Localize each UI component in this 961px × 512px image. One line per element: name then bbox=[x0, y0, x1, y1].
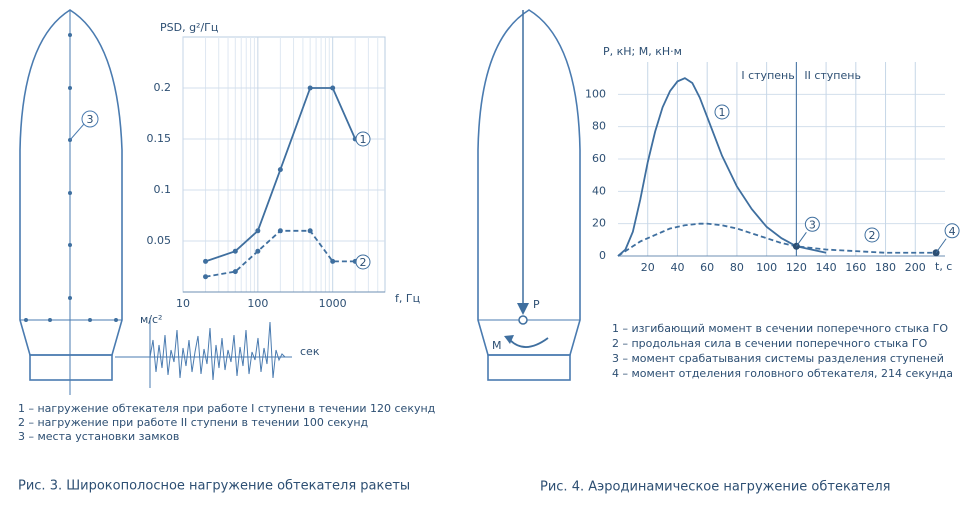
y-tick-label: 80 bbox=[592, 120, 606, 133]
signal-y-label: м/с² bbox=[140, 313, 162, 326]
point bbox=[232, 248, 238, 254]
legend-item: 4 – момент отделения головного обтекател… bbox=[612, 367, 953, 380]
series-label: 2 bbox=[869, 229, 876, 242]
y-tick-label: 60 bbox=[592, 152, 606, 165]
y-axis-label: PSD, g²/Гц bbox=[160, 21, 218, 34]
x-axis-label: f, Гц bbox=[395, 292, 420, 305]
x-tick-label: 200 bbox=[905, 261, 926, 274]
event-ring bbox=[944, 223, 960, 239]
x-tick-label: 100 bbox=[247, 297, 268, 310]
x-tick-label: 10 bbox=[176, 297, 190, 310]
moment-label: M bbox=[492, 339, 502, 352]
x-tick-label: 140 bbox=[816, 261, 837, 274]
legend-item: 3 – момент срабатывания системы разделен… bbox=[612, 352, 944, 365]
point bbox=[277, 167, 283, 173]
series-label-ring bbox=[355, 254, 371, 270]
y-tick-label: 40 bbox=[592, 184, 606, 197]
fairing-left: 3 bbox=[19, 9, 123, 395]
plot-frame bbox=[182, 36, 386, 293]
event-label: 4 bbox=[949, 225, 956, 238]
legend-item: 1 – нагружение обтекателя при работе I с… bbox=[18, 402, 436, 415]
y-tick-label: 0.05 bbox=[147, 234, 172, 247]
series-label-ring bbox=[714, 104, 730, 120]
point bbox=[307, 85, 313, 91]
legend-item: 3 – места установки замков bbox=[18, 430, 179, 443]
series-label: 1 bbox=[360, 133, 367, 146]
x-tick-label: 80 bbox=[730, 261, 744, 274]
x-tick-label: 1000 bbox=[319, 297, 347, 310]
x-tick-label: 160 bbox=[845, 261, 866, 274]
lock-label: 3 bbox=[87, 113, 94, 126]
y-tick-label: 20 bbox=[592, 217, 606, 230]
point bbox=[203, 274, 209, 280]
series-line bbox=[617, 222, 937, 257]
signal-x-label: сек bbox=[300, 345, 320, 358]
event-ring bbox=[804, 216, 820, 232]
point bbox=[255, 248, 261, 254]
stage-label: II ступень bbox=[804, 69, 861, 82]
legend-item: 2 – продольная сила в сечении поперечног… bbox=[612, 337, 928, 350]
y-axis-label: P, кН; M, кН·м bbox=[603, 45, 682, 58]
y-tick-label: 0.1 bbox=[154, 183, 172, 196]
x-tick-label: 100 bbox=[756, 261, 777, 274]
event-label: 3 bbox=[809, 218, 816, 231]
series-label: 2 bbox=[360, 256, 367, 269]
series-label-ring bbox=[864, 227, 880, 243]
caption: Рис. 4. Аэродинамическое нагружение обте… bbox=[540, 480, 890, 495]
point bbox=[330, 258, 336, 264]
series-label: 1 bbox=[719, 106, 726, 119]
y-tick-label: 0.2 bbox=[154, 81, 172, 94]
legend-item: 2 – нагружение при работе II ступени в т… bbox=[18, 416, 369, 429]
fairing-right: P M bbox=[477, 9, 581, 381]
point bbox=[307, 228, 313, 234]
series-line bbox=[617, 77, 827, 257]
force-label: P bbox=[533, 298, 540, 311]
x-tick-label: 60 bbox=[700, 261, 714, 274]
x-tick-label: 40 bbox=[670, 261, 684, 274]
x-axis-label: t, с bbox=[935, 260, 952, 273]
caption: Рис. 3. Широкополосное нагружение обтека… bbox=[18, 479, 410, 494]
series-label-ring bbox=[355, 131, 371, 147]
y-tick-label: 0 bbox=[599, 249, 606, 262]
point bbox=[277, 228, 283, 234]
legend-item: 1 – изгибающий момент в сечении поперечн… bbox=[612, 322, 948, 335]
point bbox=[232, 269, 238, 275]
x-tick-label: 120 bbox=[786, 261, 807, 274]
point bbox=[203, 258, 209, 264]
y-tick-label: 100 bbox=[585, 87, 606, 100]
point bbox=[330, 85, 336, 91]
point bbox=[255, 228, 261, 234]
signal: м/с² сек bbox=[115, 313, 320, 388]
stage-label: I ступень bbox=[741, 69, 794, 82]
x-tick-label: 180 bbox=[875, 261, 896, 274]
event-leader bbox=[935, 238, 947, 254]
y-tick-label: 0.15 bbox=[147, 132, 172, 145]
x-tick-label: 20 bbox=[641, 261, 655, 274]
event-leader bbox=[795, 232, 807, 247]
